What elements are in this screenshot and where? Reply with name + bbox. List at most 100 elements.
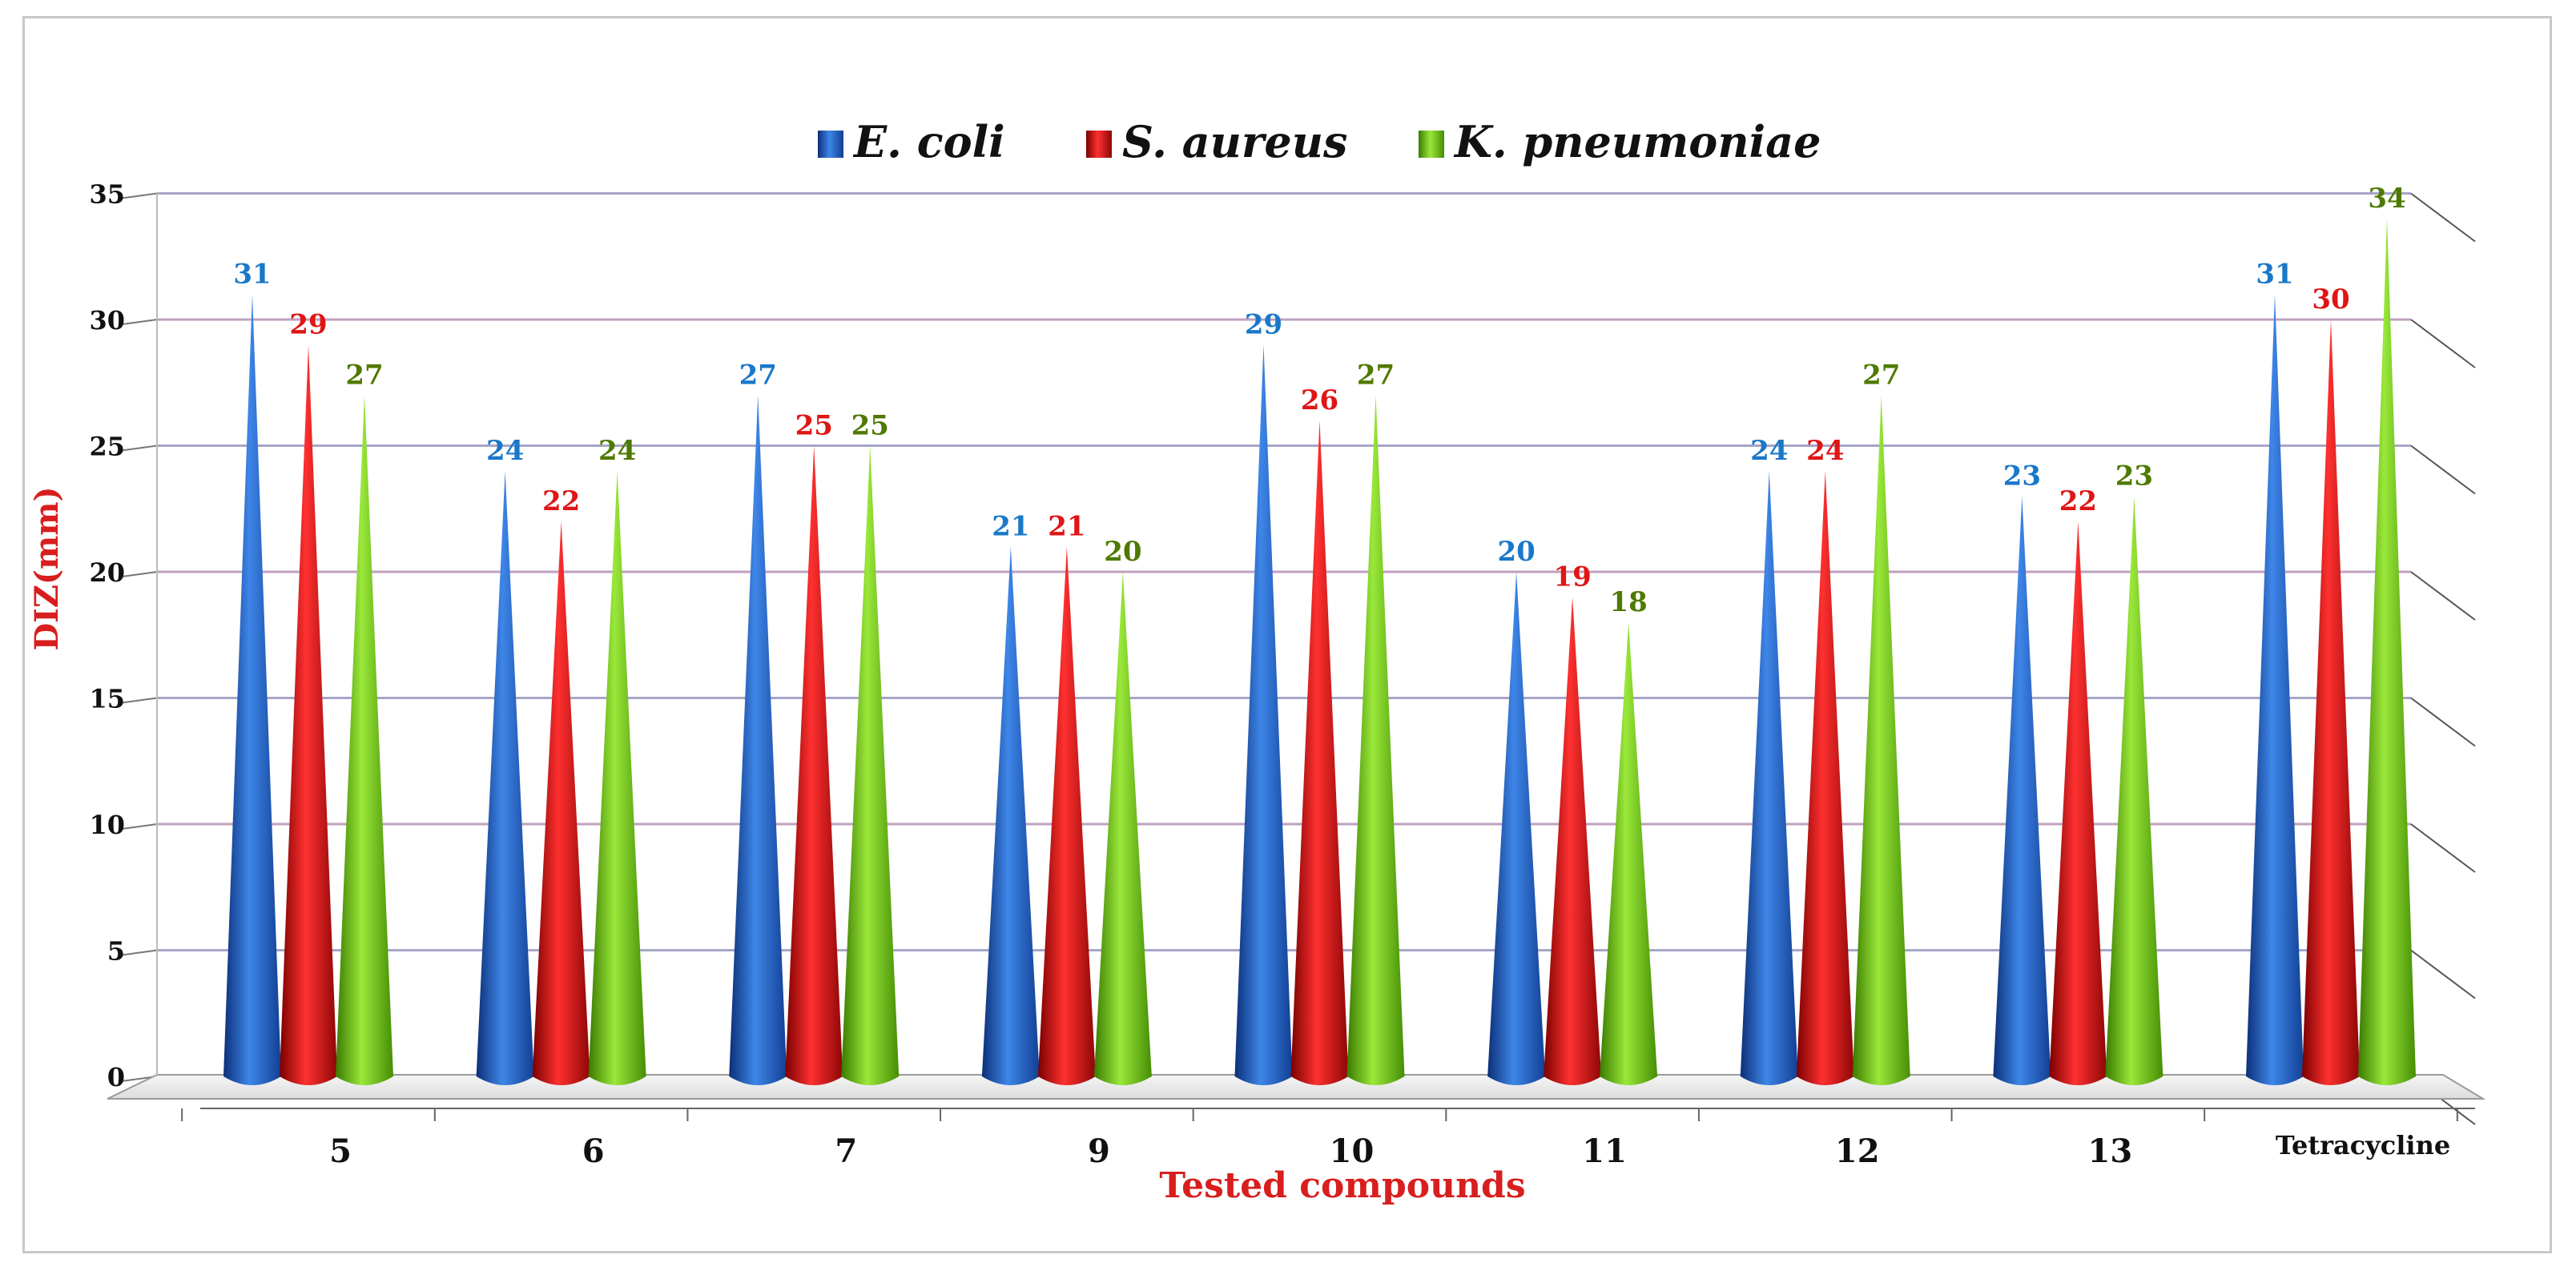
y-tick-label: 5 <box>107 936 125 967</box>
gridline-left-tick <box>121 823 158 830</box>
gridline-perspective <box>2410 444 2476 495</box>
legend-entry-saureus: S. aureus <box>1086 116 1347 167</box>
x-tick-label: 7 <box>835 1132 857 1170</box>
x-tick-label: 11 <box>1582 1132 1627 1170</box>
data-label: 18 <box>1609 586 1647 618</box>
data-label: 21 <box>992 511 1029 543</box>
y-tick-label: 25 <box>89 432 125 462</box>
legend-label-kpneumoniae: K. pneumoniae <box>1453 116 1821 167</box>
data-label: 31 <box>233 259 271 291</box>
y-tick-label: 30 <box>89 305 125 336</box>
data-label: 34 <box>2368 183 2405 215</box>
data-label: 30 <box>2312 284 2349 316</box>
bar-kpneumoniae-9 <box>1093 572 1152 1085</box>
gridline-left-tick <box>121 444 158 452</box>
x-tick-label: 6 <box>582 1132 605 1170</box>
gridline-left-tick <box>121 949 158 956</box>
gridline-perspective <box>2410 319 2476 368</box>
x-tick-label: 5 <box>329 1132 352 1170</box>
bar-kpneumoniae-tetracycline <box>2358 219 2416 1085</box>
x-tick-label: 13 <box>2088 1132 2133 1170</box>
gridline-perspective <box>2410 571 2476 621</box>
data-label: 19 <box>1553 561 1591 593</box>
bar-kpneumoniae-6 <box>588 471 646 1085</box>
legend: E. coli S. aureus K. pneumoniae <box>818 116 1821 167</box>
legend-label-ecoli: E. coli <box>852 116 1005 167</box>
bar-saureus-12 <box>1796 471 1854 1085</box>
bar-ecoli-6 <box>476 471 534 1085</box>
bar-ecoli-10 <box>1234 344 1293 1085</box>
y-tick-label: 35 <box>89 179 125 210</box>
bar-kpneumoniae-10 <box>1346 395 1405 1085</box>
gridline-left-tick <box>121 319 158 325</box>
x-tick-label: 12 <box>1835 1132 1880 1170</box>
bar-kpneumoniae-13 <box>2105 496 2163 1085</box>
x-tick-label: Tetracycline <box>2276 1130 2450 1160</box>
data-label: 24 <box>1750 435 1788 467</box>
bar-saureus-9 <box>1037 546 1096 1085</box>
data-label: 23 <box>2115 461 2153 493</box>
data-label: 31 <box>2256 259 2293 291</box>
data-label: 24 <box>1806 435 1844 467</box>
x-tick-label: 9 <box>1088 1132 1110 1170</box>
legend-swatch-kpneumoniae <box>1419 131 1444 158</box>
y-tick-label: 10 <box>89 810 125 840</box>
bar-saureus-6 <box>532 521 590 1085</box>
bar-saureus-7 <box>785 445 843 1085</box>
legend-entry-ecoli: E. coli <box>818 116 1005 167</box>
bar-kpneumoniae-5 <box>336 395 393 1085</box>
y-tick-label: 20 <box>89 557 125 588</box>
data-label: 20 <box>1104 536 1141 568</box>
x-axis-title: Tested compounds <box>1159 1165 1525 1206</box>
bar-ecoli-11 <box>1487 572 1546 1085</box>
data-label: 21 <box>1048 511 1085 543</box>
bar-saureus-10 <box>1290 420 1349 1085</box>
gridline-left-tick <box>121 192 158 199</box>
bar-ecoli-13 <box>1993 496 2051 1085</box>
data-label: 25 <box>851 410 889 442</box>
bar-ecoli-tetracycline <box>2246 294 2304 1085</box>
gridline-left-tick <box>121 697 158 704</box>
gridline-left-tick <box>121 571 158 577</box>
y-axis-title: DIZ(mm) <box>28 486 66 650</box>
data-label: 27 <box>1357 360 1395 392</box>
data-label: 24 <box>598 435 636 467</box>
bar-kpneumoniae-7 <box>841 445 900 1085</box>
gridline-perspective <box>2410 192 2476 243</box>
data-label: 26 <box>1301 384 1338 416</box>
data-label: 24 <box>486 435 524 467</box>
legend-swatch-ecoli <box>818 131 843 158</box>
legend-swatch-saureus <box>1086 131 1112 158</box>
gridline-perspective <box>2410 823 2476 873</box>
x-tick-label: 10 <box>1330 1132 1375 1170</box>
bars <box>223 219 2416 1085</box>
bar-kpneumoniae-12 <box>1852 395 1910 1085</box>
bar-ecoli-7 <box>729 395 787 1085</box>
bar-ecoli-5 <box>223 294 281 1085</box>
data-label: 27 <box>345 360 383 392</box>
y-tick-label: 15 <box>89 684 125 714</box>
y-tick-label: 0 <box>107 1062 125 1092</box>
data-label: 23 <box>2003 461 2041 493</box>
data-label: 29 <box>1245 309 1282 341</box>
data-label: 25 <box>795 410 833 442</box>
data-labels: 31 29 27 24 22 24 27 25 25 21 21 20 29 26 27 20 19 18 24 24… <box>233 183 2405 618</box>
bar-saureus-11 <box>1544 597 1602 1085</box>
data-label: 20 <box>1497 536 1535 568</box>
gridline-perspective <box>2410 949 2476 1000</box>
data-label: 27 <box>739 360 777 392</box>
bar-saureus-5 <box>280 344 337 1085</box>
legend-label-saureus: S. aureus <box>1122 116 1347 167</box>
bar-saureus-tetracycline <box>2302 320 2360 1085</box>
data-label: 29 <box>289 309 327 341</box>
gridline-perspective <box>2410 697 2476 747</box>
bar-ecoli-9 <box>981 546 1040 1085</box>
legend-entry-kpneumoniae: K. pneumoniae <box>1419 116 1821 167</box>
bar-ecoli-12 <box>1740 471 1798 1085</box>
bar-saureus-13 <box>2049 521 2107 1085</box>
data-label: 27 <box>1862 360 1900 392</box>
data-label: 22 <box>2059 485 2097 517</box>
data-label: 22 <box>542 485 580 517</box>
bar-kpneumoniae-11 <box>1600 622 1658 1085</box>
